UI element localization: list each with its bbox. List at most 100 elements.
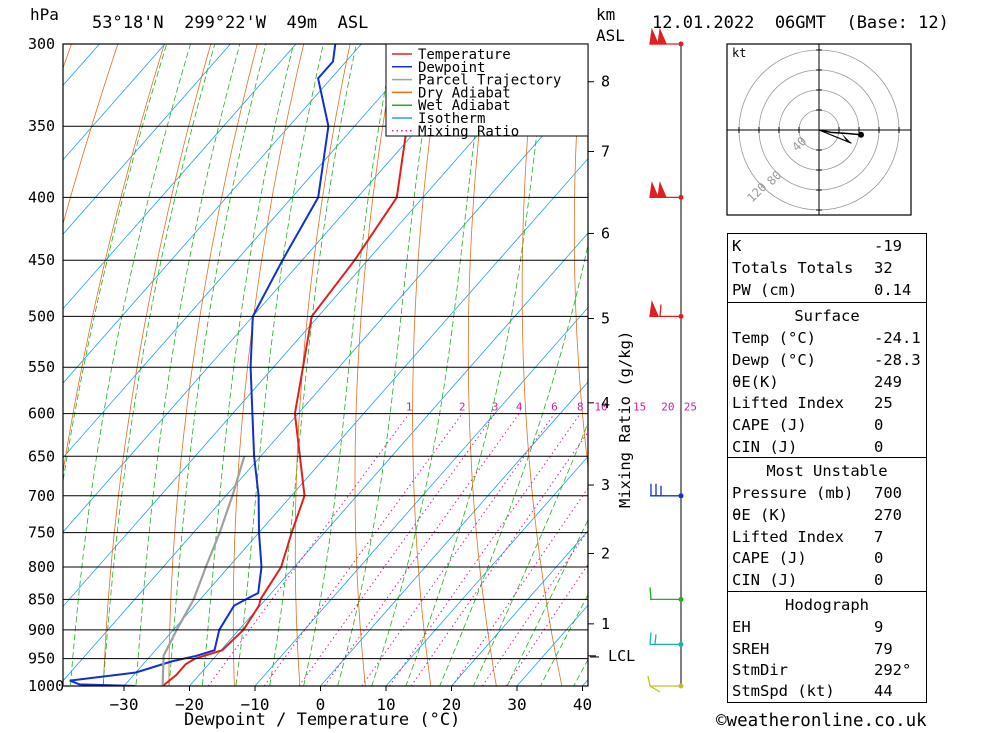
stmspd-label: StmSpd (kt)	[732, 682, 835, 700]
wet-adiabat-line	[472, 422, 588, 686]
legend-label: Wet Adiabat	[418, 98, 511, 114]
legend-label: Dry Adiabat	[418, 85, 511, 101]
temperature-tick-label: −30	[110, 695, 139, 714]
temperature-tick-label: 20	[442, 695, 461, 714]
surface-dewp-value: -28.3	[874, 351, 921, 369]
wet-adiabat-line	[235, 44, 324, 686]
pressure-tick-label: 600	[28, 405, 55, 423]
dewpoint-line	[69, 44, 337, 686]
dry-adiabat-line	[232, 44, 305, 686]
hodograph-box: Hodograph EH 9 SREH 79 StmDir 292° StmSp…	[727, 591, 927, 703]
km-tick-label: 7	[601, 142, 610, 160]
mu-cin-value: 0	[874, 571, 884, 589]
pressure-tick-label: 450	[28, 251, 55, 269]
mixing-ratio-label: 8	[577, 401, 584, 414]
wet-adiabat-line	[135, 44, 241, 686]
pw-label: PW (cm)	[732, 281, 798, 299]
mu-cape-label: CAPE (J)	[732, 549, 807, 567]
hodograph-unit: kt	[732, 46, 746, 60]
wet-adiabat-line	[405, 44, 549, 686]
wet-adiabat-line	[69, 44, 191, 686]
mixing-ratio-label: 15	[633, 401, 646, 414]
dry-adiabat-line	[467, 44, 497, 686]
isotherm-line	[63, 44, 166, 161]
mixing-ratio-line	[324, 413, 520, 686]
hodograph-trace-end	[858, 131, 864, 138]
surface-temp-label: Temp (°C)	[732, 329, 816, 347]
dry-adiabat-line	[412, 44, 444, 686]
pressure-tick-label: 400	[28, 188, 55, 206]
eh-label: EH	[732, 618, 751, 636]
wind-barb-dot	[678, 313, 684, 319]
wind-barb	[649, 181, 684, 200]
surface-thetae-value: 249	[874, 373, 902, 391]
dry-adiabat-line	[625, 44, 693, 686]
dry-adiabat-line	[103, 44, 212, 686]
km-tick-label: 4	[601, 394, 610, 412]
mixing-ratio-axis-label: Mixing Ratio (g/kg)	[616, 330, 634, 508]
km-tick-label: 5	[601, 310, 610, 328]
surface-cin-label: CIN (J)	[732, 438, 798, 456]
temperature-tick-label: 0	[316, 695, 326, 714]
totals-totals-label: Totals Totals	[732, 259, 854, 277]
mixing-ratio-line	[505, 563, 588, 686]
mixing-ratio-line	[388, 413, 581, 686]
legend-label: Parcel Trajectory	[418, 73, 561, 89]
dry-adiabat-line	[63, 44, 119, 226]
wind-barb-dot	[678, 641, 684, 647]
km-tick-label: 1	[601, 615, 610, 633]
wet-adiabat-line	[269, 44, 357, 686]
surface-temp-value: -24.1	[874, 329, 921, 347]
mixing-ratio-label: 6	[551, 401, 558, 414]
k-index-label: K	[732, 237, 742, 255]
stmdir-label: StmDir	[732, 661, 788, 679]
wind-barb	[649, 587, 684, 602]
wind-barb	[647, 675, 684, 693]
km-tick-label: 2	[601, 545, 610, 563]
wet-adiabat-line	[439, 242, 588, 686]
temperature-line	[161, 44, 428, 686]
asl-label: ASL	[596, 26, 625, 45]
hodograph-trace	[818, 129, 862, 136]
wind-barb-dot	[678, 41, 684, 47]
wind-barb-dot	[678, 683, 684, 689]
valid-datetime: 12.01.2022 06GMT (Base: 12)	[652, 13, 949, 33]
mixing-ratio-line	[361, 413, 555, 686]
wet-adiabat-line	[539, 593, 588, 686]
surface-title: Surface	[794, 307, 860, 325]
legend-label: Temperature	[418, 47, 511, 63]
wind-barb-dot	[678, 493, 684, 499]
wet-adiabat-line	[63, 44, 168, 484]
mixing-ratio-label: 4	[516, 401, 523, 414]
wet-adiabat-line	[303, 44, 394, 686]
wind-barb	[649, 300, 684, 319]
mixing-ratio-line	[263, 413, 463, 686]
km-unit-label: km	[596, 5, 616, 24]
parcel-trajectory-line	[161, 455, 246, 686]
isotherm-line	[450, 530, 588, 686]
surface-box: Surface Temp (°C) -24.1 Dewp (°C) -28.3 …	[727, 302, 927, 458]
pressure-tick-label: 650	[28, 447, 55, 465]
totals-totals-value: 32	[874, 259, 893, 277]
legend-label: Isotherm	[418, 111, 485, 127]
km-tick-label: 8	[601, 73, 610, 91]
mixing-ratio-label: 20	[661, 401, 674, 414]
copyright[interactable]: ©weatheronline.co.uk	[716, 711, 927, 731]
temperature-tick-label: 10	[376, 695, 395, 714]
mu-pressure-value: 700	[874, 484, 902, 502]
temperature-tick-label: −10	[241, 695, 270, 714]
pressure-tick-label: 950	[28, 650, 55, 668]
wet-adiabat-line	[168, 44, 267, 686]
k-index-value: -19	[874, 237, 902, 255]
temperature-tick-label: −20	[175, 695, 204, 714]
isotherm-line	[63, 44, 100, 86]
pressure-tick-label: 750	[28, 524, 55, 542]
isotherm-line	[63, 44, 231, 235]
storm-motion-arrowhead	[841, 133, 852, 144]
surface-li-value: 25	[874, 394, 893, 412]
pressure-tick-label: 900	[28, 621, 55, 639]
legend-label: Mixing Ratio	[418, 124, 519, 140]
pressure-tick-label: 500	[28, 307, 55, 325]
dry-adiabat-line	[954, 44, 1000, 686]
